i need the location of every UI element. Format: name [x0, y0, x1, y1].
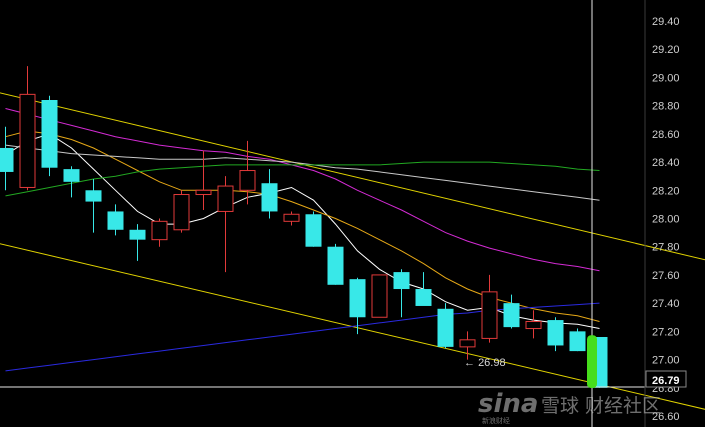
- candles: [0, 66, 608, 388]
- candle: [371, 274, 388, 318]
- moving-average-line: [5, 133, 600, 329]
- candle-body: [503, 303, 520, 328]
- candle: [415, 272, 432, 306]
- candle: [129, 224, 146, 261]
- candle-body: [0, 147, 14, 172]
- candle: [151, 218, 168, 247]
- candle: [437, 303, 454, 349]
- y-tick-label: 27.60: [652, 270, 680, 282]
- y-tick-label: 27.80: [652, 242, 680, 254]
- y-tick-label: 29.40: [652, 16, 680, 28]
- candle: [547, 317, 564, 352]
- watermark: sina 新浪财经 雪球 财经社区: [478, 389, 661, 425]
- y-tick-label: 29.00: [652, 72, 680, 84]
- candle-body: [305, 214, 322, 247]
- candle: [261, 169, 278, 219]
- candle: [503, 294, 520, 329]
- low-annotation-text: ← 26.98: [464, 357, 506, 369]
- current-price-label: 26.79: [645, 370, 687, 388]
- y-tick-label: 26.60: [652, 411, 680, 423]
- moving-average-line: [5, 144, 600, 201]
- y-tick-label: 28.60: [652, 129, 680, 141]
- candle: [19, 66, 36, 191]
- candle-body: [129, 229, 146, 240]
- watermark-brand: sina: [478, 389, 538, 419]
- candle-body: [393, 272, 410, 290]
- candle-body: [327, 246, 344, 285]
- y-tick-label: 28.00: [652, 214, 680, 226]
- volume-indicator: [587, 335, 597, 388]
- candle-body: [459, 339, 476, 348]
- candle: [393, 269, 410, 318]
- y-tick-label: 28.80: [652, 101, 680, 113]
- candle: [63, 166, 80, 198]
- y-tick-label: 28.20: [652, 185, 680, 197]
- candle-body: [107, 211, 124, 230]
- price-axis: 29.40 29.20 29.00 28.80 28.60 28.40 28.20 28.00…: [652, 16, 680, 423]
- candle: [195, 150, 212, 211]
- candle-body: [173, 194, 190, 231]
- candle: [569, 328, 586, 352]
- candle-body: [371, 274, 388, 318]
- candle: [283, 211, 300, 226]
- candle: [305, 211, 322, 247]
- candle: [85, 179, 102, 233]
- candle: [217, 176, 234, 273]
- y-tick-label: 27.40: [652, 298, 680, 310]
- candle-body: [547, 320, 564, 346]
- current-price-text: 26.79: [652, 375, 680, 387]
- candle: [459, 331, 476, 360]
- candle: [0, 126, 14, 191]
- candle-body: [481, 291, 498, 339]
- candle-body: [415, 289, 432, 306]
- current-price-box: [645, 370, 687, 388]
- candle: [525, 310, 542, 339]
- watermark-text: 雪球 财经社区: [541, 395, 661, 417]
- candle-body: [19, 93, 36, 188]
- moving-averages: [5, 108, 600, 372]
- candle-body: [525, 320, 542, 330]
- low-annotation: ← 26.98: [464, 357, 506, 369]
- candle-body: [261, 183, 278, 212]
- candle-body: [63, 169, 80, 182]
- y-tick-label: 27.00: [652, 355, 680, 367]
- candle: [481, 274, 498, 343]
- y-tick-label: 28.40: [652, 157, 680, 169]
- candle-body: [239, 170, 256, 191]
- candle: [349, 277, 366, 335]
- candle-body: [437, 308, 454, 347]
- candle-body: [283, 213, 300, 222]
- candle-body: [349, 279, 366, 318]
- candle-body: [151, 220, 168, 241]
- moving-average-line: [5, 161, 600, 197]
- candle-body: [569, 331, 586, 352]
- volume-bar: [587, 335, 597, 388]
- candle-body: [41, 100, 58, 168]
- moving-average-line: [5, 302, 600, 372]
- moving-average-line: [5, 108, 600, 272]
- watermark-sub: 新浪财经: [482, 416, 510, 425]
- candle-body: [195, 189, 212, 196]
- moving-average-line: [5, 130, 600, 322]
- y-tick-label: 27.20: [652, 326, 680, 338]
- candle: [107, 204, 124, 236]
- y-tick-label: 29.20: [652, 44, 680, 56]
- candle-body: [85, 190, 102, 202]
- channel-line: [0, 92, 705, 261]
- candle: [239, 140, 256, 205]
- candle: [327, 243, 344, 285]
- candle: [41, 95, 58, 177]
- candle: [173, 190, 190, 233]
- candle-body: [217, 185, 234, 212]
